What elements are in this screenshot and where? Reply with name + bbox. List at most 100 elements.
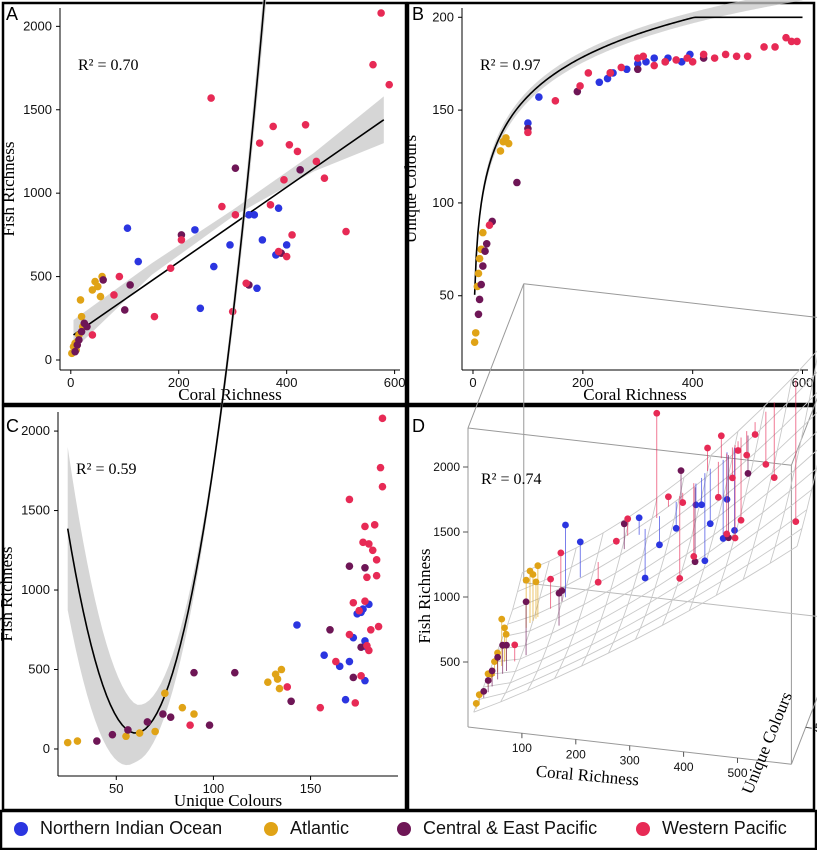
x-tick-label: 200	[566, 747, 586, 761]
data-point	[349, 673, 358, 682]
data-point	[723, 530, 731, 538]
y-axis-label: Fish Richness	[0, 547, 16, 642]
r-squared-label: R² = 0.97	[480, 57, 541, 74]
r-squared-label: R² = 0.70	[78, 57, 139, 74]
panel-A: A 0 200 400 600 0 500 1000 1500 2000 Coral Richnes…	[0, 4, 405, 404]
panel-frame	[406, 1, 816, 406]
data-point	[277, 665, 286, 674]
data-point	[345, 495, 354, 504]
data-point	[477, 280, 486, 289]
y-tick-label: 50	[440, 288, 454, 303]
data-point	[367, 625, 375, 634]
data-point	[120, 306, 129, 314]
data-point	[475, 254, 484, 263]
data-point	[77, 327, 86, 336]
legend-marker-western-pacific	[636, 821, 650, 836]
data-point	[357, 672, 365, 680]
data-point	[744, 470, 752, 477]
data-point	[522, 576, 530, 584]
data-point	[481, 247, 489, 255]
surface-mesh-line	[554, 532, 604, 679]
surface-mesh-line	[512, 392, 817, 611]
data-point	[205, 721, 214, 729]
data-point	[470, 338, 479, 346]
data-point	[88, 331, 97, 339]
y-axis-label: Unique Colours	[401, 135, 420, 243]
data-point	[288, 231, 296, 239]
data-point	[710, 54, 719, 62]
data-point	[717, 432, 725, 440]
legend-item-western-pacific: Western Pacific	[636, 818, 787, 839]
x-axis-label: Unique Colours	[174, 791, 282, 810]
x-tick-label: 100	[203, 781, 225, 796]
data-point	[792, 518, 800, 526]
data-point	[584, 69, 593, 77]
data-point	[342, 227, 350, 236]
data-point	[275, 684, 284, 693]
legend-label: Northern Indian Ocean	[40, 818, 223, 838]
data-point	[787, 37, 796, 46]
x-tick-label: 400	[682, 375, 704, 390]
fit-line	[66, 0, 266, 734]
surface-mesh-line	[769, 356, 817, 564]
data-point	[474, 310, 483, 319]
data-point	[562, 521, 569, 529]
data-point	[63, 738, 72, 747]
x-axis-label: Coral Richness	[178, 385, 281, 404]
data-point	[226, 241, 234, 249]
data-point	[296, 166, 304, 174]
y-axis-label: Fish Richness	[0, 142, 18, 237]
data-point	[115, 272, 124, 281]
z-tick-label: 1000	[433, 590, 460, 604]
x-tick-label: 50	[109, 781, 123, 796]
panel-frame	[1, 404, 408, 812]
data-point	[633, 59, 642, 68]
data-point	[285, 140, 294, 149]
data-point	[501, 624, 508, 632]
data-point	[301, 120, 310, 129]
legend-label: Central & East Pacific	[423, 818, 598, 838]
data-point	[250, 211, 259, 219]
data-point	[207, 94, 215, 102]
data-point	[676, 575, 684, 582]
legend-item-central-east-pacific: Central & East Pacific	[397, 818, 597, 839]
data-point	[96, 292, 105, 301]
surface-mesh-line	[608, 497, 658, 654]
data-point	[361, 522, 369, 531]
data-point	[672, 56, 680, 64]
data-point	[134, 257, 143, 266]
data-point	[484, 677, 492, 684]
surface-mesh-line	[796, 464, 817, 547]
data-point	[641, 574, 649, 582]
x-tick-label: 300	[620, 754, 640, 768]
data-point	[372, 571, 381, 580]
data-point	[482, 239, 491, 248]
data-point	[474, 269, 483, 278]
confidence-band	[67, 0, 267, 766]
data-point	[762, 460, 770, 468]
data-point	[728, 474, 736, 482]
data-point	[186, 721, 194, 729]
data-point	[664, 493, 672, 501]
data-point	[551, 97, 560, 105]
data-point	[320, 651, 328, 659]
x-axis-label: Coral Richness	[583, 385, 686, 404]
data-point	[782, 33, 790, 42]
r-squared-label: R² = 0.74	[481, 471, 542, 488]
data-point	[355, 606, 363, 615]
z-axis-label: Fish Richness	[415, 549, 434, 644]
z-tick-label: 2000	[433, 460, 460, 474]
data-point	[190, 710, 198, 718]
legend-frame	[0, 809, 817, 850]
data-point	[699, 50, 708, 59]
data-point	[378, 414, 387, 423]
y-axis-label: Unique Colours	[738, 689, 796, 796]
data-point	[218, 202, 226, 211]
data-point	[479, 228, 487, 237]
x-tick-label: 200	[572, 375, 594, 390]
data-point	[123, 224, 132, 233]
data-point	[534, 562, 542, 570]
data-point	[361, 597, 369, 605]
data-point	[594, 578, 602, 586]
data-point	[624, 515, 632, 523]
